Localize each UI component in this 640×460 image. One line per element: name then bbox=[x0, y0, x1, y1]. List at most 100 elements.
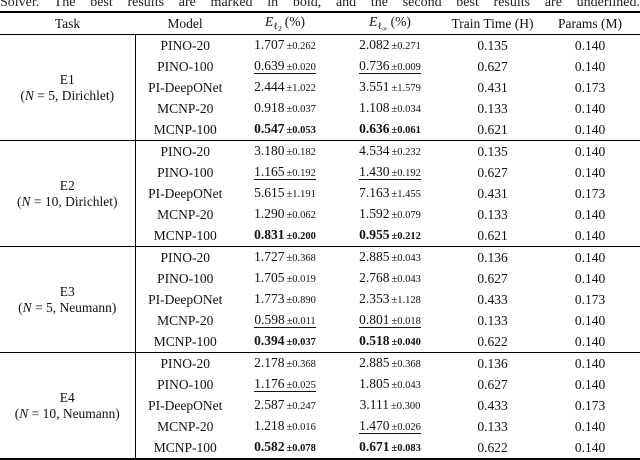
metric-std: ±0.212 bbox=[391, 231, 421, 242]
table-row: E1 (N = 5, Dirichlet) PINO-20 1.707 ±0.262 2.… bbox=[0, 34, 640, 141]
params-cell: 0.140 bbox=[574, 313, 606, 328]
params-cell: 0.173 bbox=[574, 186, 606, 201]
linf-error-cell: 1.430 ±0.192 bbox=[335, 162, 445, 183]
model-cell: PI-DeepONet bbox=[148, 80, 223, 95]
train-time-cell: 0.135 bbox=[477, 38, 508, 53]
train-time-cell: 0.133 bbox=[477, 207, 508, 222]
task-variable: N bbox=[21, 193, 31, 209]
l2-error-cell: 0.582 ±0.078 bbox=[235, 437, 335, 459]
metric-value-group: 1.470 ±0.026 bbox=[359, 418, 421, 434]
l2-error-cell: 1.773 ±0.890 bbox=[235, 289, 335, 310]
metric-value-group: 0.801 ±0.018 bbox=[359, 312, 421, 328]
caption-text: Solver. The best results are marked in b… bbox=[0, 0, 640, 10]
metric-mean: 3.551 bbox=[359, 79, 390, 94]
metric-mean: 3.111 bbox=[359, 397, 389, 412]
params-cell: 0.140 bbox=[574, 440, 606, 455]
metric-std: ±0.018 bbox=[391, 316, 421, 327]
linf-error-cell: 3.551 ±1.579 bbox=[335, 77, 445, 98]
metric-value-group: 0.582 ±0.078 bbox=[254, 439, 316, 454]
model-cell: PINO-20 bbox=[160, 38, 211, 53]
metric-value-group: 4.534 ±0.232 bbox=[359, 143, 421, 158]
task-id: E2 bbox=[59, 177, 75, 193]
linf-error-cell: 2.082 ±0.271 bbox=[335, 35, 445, 57]
train-time-cell: 0.622 bbox=[477, 440, 508, 455]
train-time-cell: 0.133 bbox=[477, 313, 508, 328]
metric-std: ±0.043 bbox=[391, 274, 421, 285]
metric-value-group: 1.773 ±0.890 bbox=[254, 291, 316, 306]
l2-error-cell: 1.176 ±0.025 bbox=[235, 374, 335, 395]
col-header-elinf: Eℓ∞ (%) bbox=[335, 12, 445, 35]
metric-value-group: 1.592 ±0.079 bbox=[359, 206, 421, 221]
table-row: PINO-100 1.705 ±0.019 2.768 ±0.043 0.627 0.140 bbox=[0, 268, 640, 289]
l2-error-cell: 3.180 ±0.182 bbox=[235, 141, 335, 163]
results-table: Task Model Eℓ2 (%) Eℓ∞ (%) Train Time (H) … bbox=[0, 11, 640, 460]
train-time-cell: 0.133 bbox=[477, 101, 508, 116]
train-time-cell: 0.431 bbox=[477, 80, 508, 95]
linf-error-cell: 1.470 ±0.026 bbox=[335, 416, 445, 437]
params-cell: 0.140 bbox=[574, 144, 606, 159]
metric-mean: 0.736 bbox=[359, 58, 390, 73]
l2-error-cell: 1.290 ±0.062 bbox=[235, 204, 335, 225]
task-cell: E2 (N = 10, Dirichlet) bbox=[0, 140, 136, 247]
metric-mean: 0.598 bbox=[254, 312, 285, 327]
table-row: MCNP-20 0.598 ±0.011 0.801 ±0.018 0.133 0.140 bbox=[0, 310, 640, 331]
linf-error-cell: 2.885 ±0.043 bbox=[335, 247, 445, 269]
model-cell: PI-DeepONet bbox=[148, 186, 223, 201]
metric-std: ±0.078 bbox=[286, 443, 316, 454]
table-row: MCNP-20 1.290 ±0.062 1.592 ±0.079 0.133 0.140 bbox=[0, 204, 640, 225]
elinf-symbol: E bbox=[369, 14, 378, 29]
metric-std: ±1.579 bbox=[391, 83, 421, 94]
metric-value-group: 2.082 ±0.271 bbox=[359, 37, 421, 52]
metric-mean: 1.727 bbox=[254, 249, 285, 264]
metric-value-group: 0.518 ±0.040 bbox=[359, 333, 421, 348]
metric-mean: 2.885 bbox=[359, 355, 390, 370]
metric-mean: 4.534 bbox=[359, 143, 390, 158]
metric-std: ±0.019 bbox=[286, 274, 316, 285]
metric-mean: 1.165 bbox=[254, 164, 285, 179]
linf-error-cell: 0.671 ±0.083 bbox=[335, 437, 445, 459]
l2-error-cell: 2.444 ±1.022 bbox=[235, 77, 335, 98]
task-variable: N bbox=[19, 405, 29, 421]
metric-value-group: 7.163 ±1.455 bbox=[359, 185, 421, 200]
train-time-cell: 0.431 bbox=[477, 186, 508, 201]
model-cell: PINO-100 bbox=[157, 377, 214, 392]
metric-mean: 1.290 bbox=[254, 206, 285, 221]
metric-mean: 0.582 bbox=[254, 439, 285, 454]
metric-mean: 0.636 bbox=[359, 121, 390, 136]
table-row: PINO-100 1.165 ±0.192 1.430 ±0.192 0.627 0.140 bbox=[0, 162, 640, 183]
linf-error-cell: 7.163 ±1.455 bbox=[335, 183, 445, 204]
linf-error-cell: 0.801 ±0.018 bbox=[335, 310, 445, 331]
metric-std: ±0.890 bbox=[286, 295, 316, 306]
metric-std: ±0.037 bbox=[286, 104, 316, 115]
el2-symbol: E bbox=[264, 14, 274, 29]
metric-mean: 1.805 bbox=[359, 376, 390, 391]
model-cell: PINO-20 bbox=[160, 356, 211, 371]
metric-value-group: 2.178 ±0.368 bbox=[254, 355, 316, 370]
train-time-cell: 0.622 bbox=[477, 334, 508, 349]
metric-std: ±0.043 bbox=[391, 253, 421, 264]
l2-error-cell: 1.218 ±0.016 bbox=[235, 416, 335, 437]
metric-value-group: 0.736 ±0.009 bbox=[359, 58, 421, 74]
table-row: MCNP-100 0.547 ±0.053 0.636 ±0.061 0.621 0.140 bbox=[0, 119, 640, 141]
l2-error-cell: 2.587 ±0.247 bbox=[235, 395, 335, 416]
metric-mean: 0.671 bbox=[359, 439, 390, 454]
metric-value-group: 1.727 ±0.368 bbox=[254, 249, 316, 264]
linf-error-cell: 2.885 ±0.368 bbox=[335, 353, 445, 375]
metric-mean: 2.082 bbox=[359, 37, 390, 52]
task-desc: (N = 5, Dirichlet) bbox=[20, 87, 115, 103]
table-row: E4 (N = 10, Neumann) PINO-20 2.178 ±0.368 2.8… bbox=[0, 352, 640, 459]
metric-mean: 0.831 bbox=[254, 227, 285, 242]
col-header-task: Task bbox=[0, 12, 135, 35]
params-cell: 0.140 bbox=[574, 377, 606, 392]
metric-mean: 2.587 bbox=[254, 397, 285, 412]
metric-value-group: 2.444 ±1.022 bbox=[254, 79, 316, 94]
metric-value-group: 0.547 ±0.053 bbox=[254, 121, 316, 136]
task-block-e1: E1 (N = 5, Dirichlet) PINO-20 1.707 ±0.262 2.… bbox=[0, 34, 640, 141]
model-cell: MCNP-100 bbox=[153, 122, 217, 137]
l2-error-cell: 1.707 ±0.262 bbox=[235, 35, 335, 57]
train-time-cell: 0.433 bbox=[477, 398, 508, 413]
el2-unit: (%) bbox=[284, 14, 306, 29]
metric-std: ±0.192 bbox=[391, 168, 421, 179]
task-block-e3: E3 (N = 5, Neumann) PINO-20 1.727 ±0.368 2.88… bbox=[0, 246, 640, 353]
metric-std: ±1.455 bbox=[391, 189, 421, 200]
